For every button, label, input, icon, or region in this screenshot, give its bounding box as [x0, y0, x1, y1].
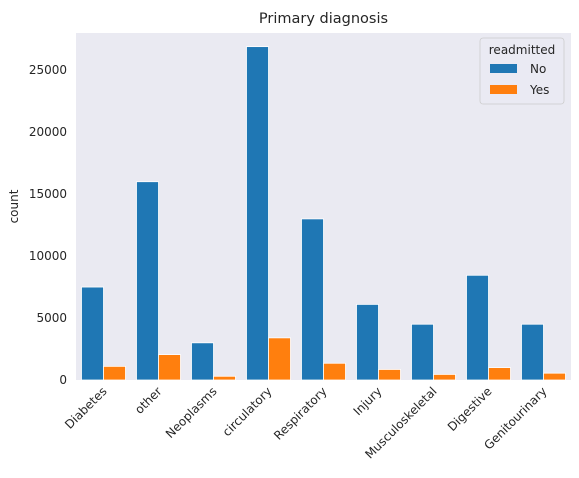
bar-no-injury	[356, 304, 379, 381]
x-tick-label: Injury	[351, 384, 385, 418]
bar-yes-diabetes	[103, 365, 126, 381]
bar-no-musculoskeletal	[411, 323, 434, 381]
bar-no-diabetes	[81, 286, 104, 381]
bar-yes-circulatory	[268, 337, 291, 381]
legend-swatch-yes	[490, 85, 517, 94]
legend-label-yes: Yes	[529, 83, 549, 97]
bar-yes-neoplasms	[213, 375, 236, 381]
bar-no-circulatory	[246, 46, 269, 381]
bar-yes-genitourinary	[543, 372, 566, 381]
x-tick-label: Diabetes	[62, 384, 110, 432]
y-tick-label: 25000	[29, 63, 67, 77]
x-tick-label: Neoplasms	[163, 384, 220, 441]
legend: readmitted No Yes	[479, 37, 565, 105]
x-tick-label: Digestive	[445, 384, 495, 434]
legend-title: readmitted	[489, 43, 555, 57]
bar-no-neoplasms	[191, 342, 214, 381]
y-tick-label: 10000	[29, 249, 67, 263]
legend-swatch-no	[490, 64, 517, 73]
x-tick-label: circulatory	[220, 384, 275, 439]
bar-yes-respiratory	[323, 362, 346, 381]
bar-yes-other	[158, 354, 181, 381]
y-tick-label: 0	[59, 373, 67, 387]
bar-yes-digestive	[488, 367, 511, 381]
y-axis-ticks: 0 5000 10000 15000 20000 25000	[29, 63, 67, 387]
legend-label-no: No	[530, 62, 546, 76]
bar-yes-injury	[378, 369, 401, 381]
y-axis-label: count	[7, 189, 21, 223]
bars-group	[81, 46, 566, 381]
y-tick-label: 5000	[36, 311, 67, 325]
bar-yes-musculoskeletal	[433, 374, 456, 381]
bar-no-genitourinary	[521, 323, 544, 381]
x-tick-label: Respiratory	[271, 384, 330, 443]
x-tick-label: other	[132, 384, 165, 417]
y-tick-label: 20000	[29, 125, 67, 139]
y-tick-label: 15000	[29, 187, 67, 201]
chart-title: Primary diagnosis	[259, 11, 388, 27]
bar-no-respiratory	[301, 218, 324, 381]
bar-no-other	[136, 181, 159, 381]
bar-no-digestive	[466, 274, 489, 381]
